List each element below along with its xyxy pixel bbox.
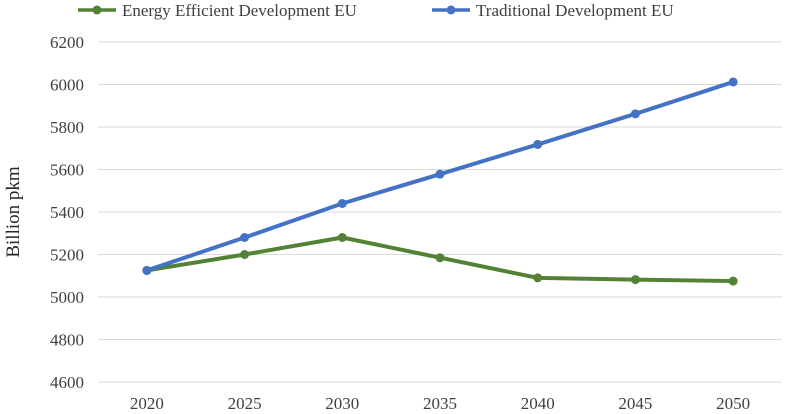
y-tick-label: 6200: [50, 33, 84, 52]
y-axis-title: Billion pkm: [3, 166, 24, 258]
y-tick-label: 5200: [50, 246, 84, 265]
legend-item-traditional: Traditional Development EU: [432, 1, 674, 20]
data-point: [728, 276, 738, 286]
y-tick-label: 5400: [50, 203, 84, 222]
data-point: [728, 77, 738, 87]
data-point: [630, 109, 640, 119]
x-tick-label: 2050: [716, 394, 750, 413]
data-point: [337, 233, 347, 242]
y-axis-tick-labels: 4600 4800 5000 5200 5400 5600 5800 6000 6200: [50, 33, 84, 392]
legend-label: Traditional Development EU: [476, 1, 674, 20]
data-point: [142, 265, 152, 275]
x-tick-label: 2030: [325, 394, 359, 413]
x-axis-tick-labels: 2020 2025 2030 2035 2040 2045 2050: [130, 394, 750, 413]
legend-item-energy-efficient: Energy Efficient Development EU: [78, 1, 357, 20]
y-tick-label: 4600: [50, 373, 84, 392]
legend-swatch-marker: [92, 5, 102, 15]
data-point: [240, 250, 250, 259]
x-tick-label: 2040: [521, 394, 555, 413]
gridlines: [98, 41, 782, 383]
data-point: [630, 275, 640, 285]
y-tick-label: 4800: [50, 331, 84, 350]
legend-swatch-marker: [446, 5, 456, 15]
x-tick-label: 2025: [228, 394, 262, 413]
legend-label: Energy Efficient Development EU: [122, 1, 357, 20]
data-point: [337, 199, 347, 208]
y-tick-label: 6000: [50, 76, 84, 95]
y-tick-label: 5600: [50, 161, 84, 180]
y-tick-label: 5800: [50, 118, 84, 137]
x-tick-label: 2035: [423, 394, 457, 413]
data-point: [435, 169, 445, 179]
data-point: [533, 139, 543, 149]
series-group: [142, 77, 738, 286]
data-point: [533, 273, 543, 283]
legend: Energy Efficient Development EU Traditio…: [78, 1, 674, 20]
data-point: [240, 233, 250, 242]
data-point: [435, 253, 445, 263]
y-tick-label: 5000: [50, 288, 84, 307]
x-tick-label: 2045: [618, 394, 652, 413]
x-tick-label: 2020: [130, 394, 164, 413]
